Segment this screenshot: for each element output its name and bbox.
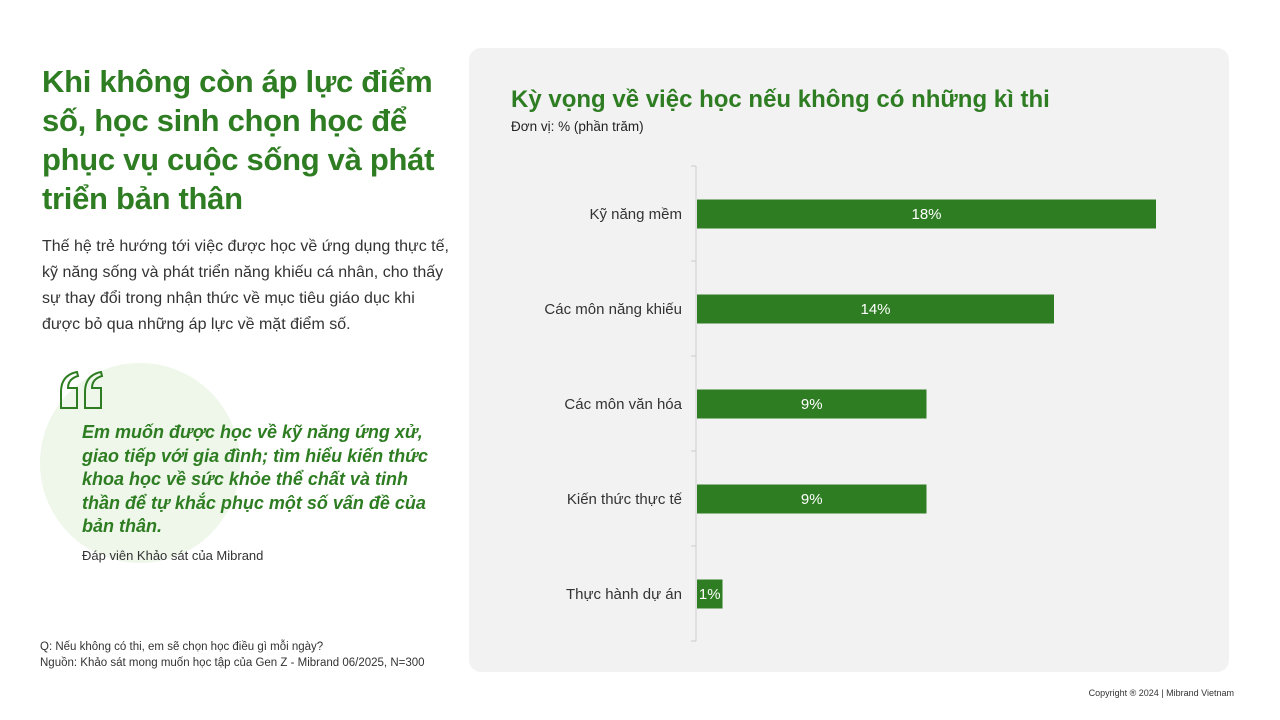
headline: Khi không còn áp lực điểm số, học sinh c… <box>42 64 435 216</box>
category-label: Các môn năng khiếu <box>544 301 682 318</box>
data-label: 14% <box>860 301 890 318</box>
quote-text: Em muốn được học về kỹ năng ứng xử, giao… <box>82 422 428 536</box>
bar <box>697 389 927 419</box>
data-label: 9% <box>801 396 823 413</box>
source-note: Nguồn: Khảo sát mong muốn học tập của Ge… <box>40 657 425 669</box>
data-label: 9% <box>801 491 823 508</box>
category-label: Kỹ năng mềm <box>589 206 682 223</box>
survey-question: Q: Nếu không có thi, em sẽ chọn học điều… <box>40 641 324 653</box>
bar-chart: Kỹ năng mềm 18% Các môn năng khiếu 14% Các m… <box>544 165 1156 642</box>
bar <box>697 199 1156 229</box>
data-label: 1% <box>699 586 721 603</box>
footnote: Q: Nếu không có thi, em sẽ chọn học điều… <box>40 639 425 671</box>
intro-text: Thế hệ trẻ hướng tới việc được học về ứn… <box>42 238 449 333</box>
chart-title: Kỳ vọng về việc học nếu không có những k… <box>511 86 1050 113</box>
chart-panel: Kỳ vọng về việc học nếu không có những k… <box>469 48 1229 672</box>
category-label: Các môn văn hóa <box>564 396 682 413</box>
quote-background <box>40 363 240 563</box>
copyright: Copyright ® 2024 | Mibrand Vietnam <box>1088 688 1234 698</box>
category-label: Thực hành dự án <box>566 586 682 603</box>
quote-icon <box>60 370 104 409</box>
bar <box>697 294 1054 324</box>
data-label: 18% <box>911 206 941 223</box>
bar <box>697 579 723 609</box>
quote-author: Đáp viên Khảo sát của Mibrand <box>82 548 264 563</box>
category-label: Kiến thức thực tế <box>567 491 683 508</box>
chart-subtitle: Đơn vị: % (phần trăm) <box>511 119 644 134</box>
bar <box>697 484 927 514</box>
